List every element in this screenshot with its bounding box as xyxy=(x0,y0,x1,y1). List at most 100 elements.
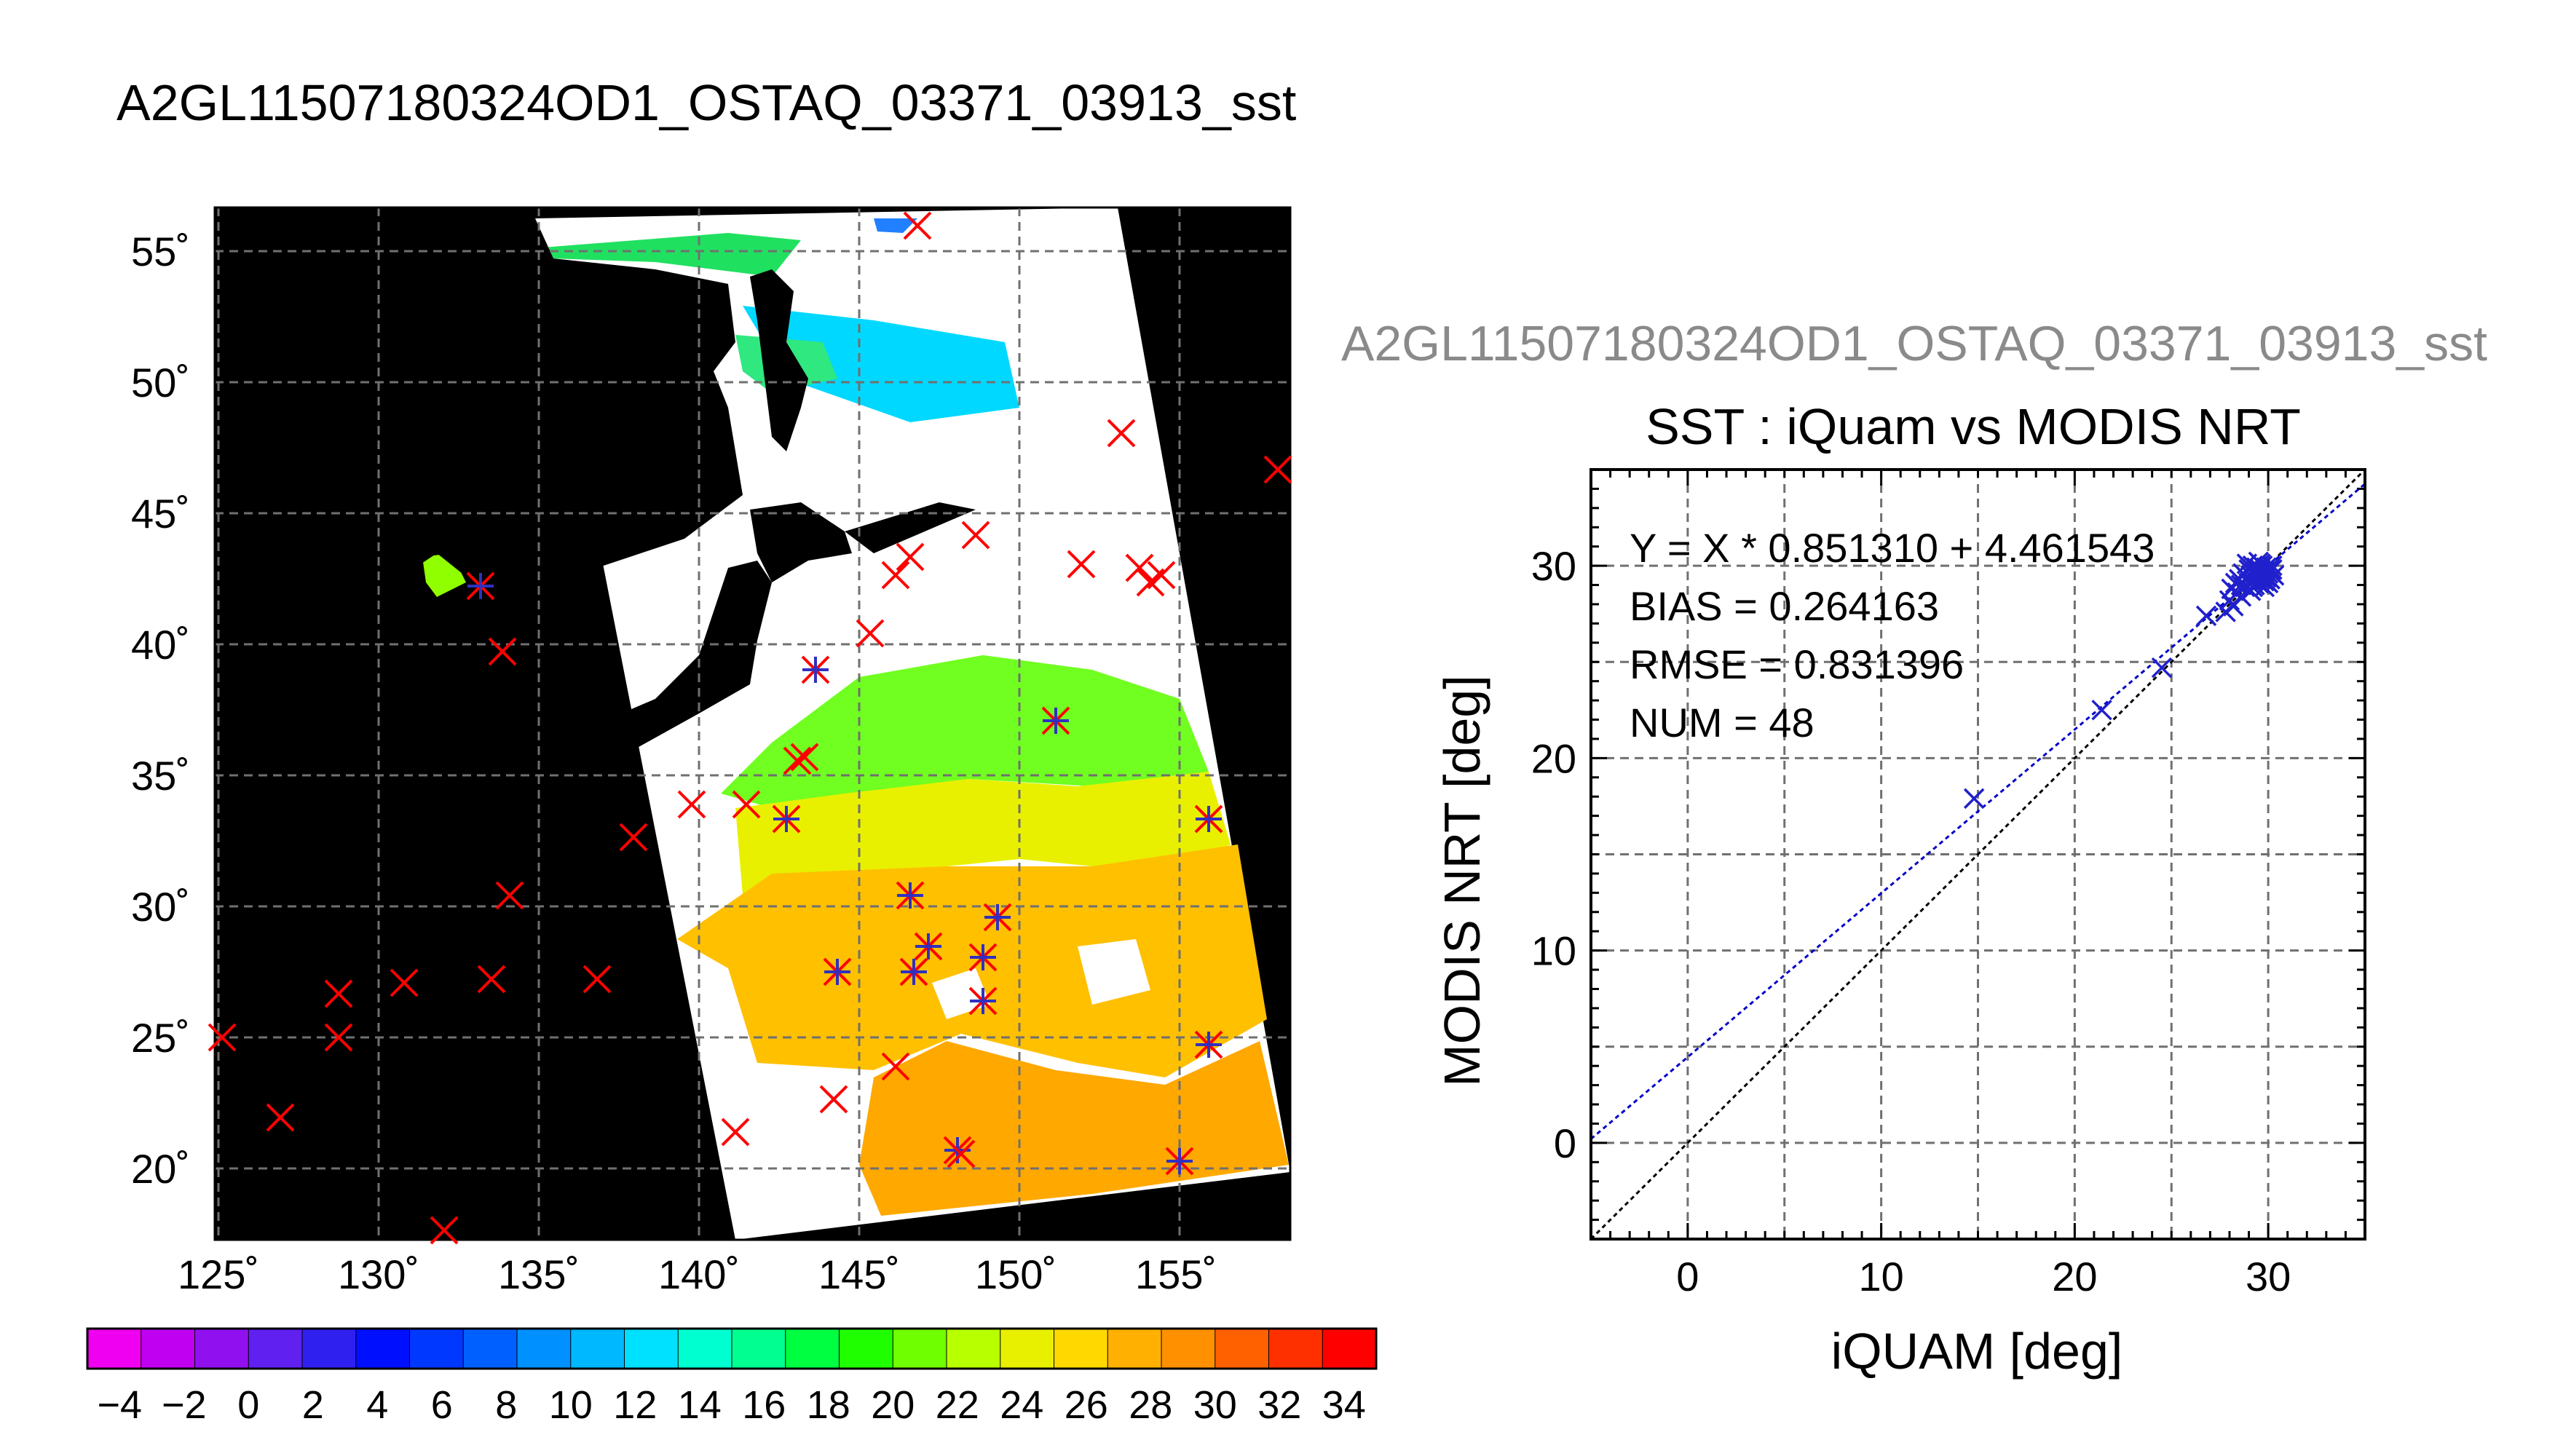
iquam-marker xyxy=(1067,550,1096,579)
colorbar-cell xyxy=(839,1328,894,1369)
annotation-bias: BIAS = 0.264163 xyxy=(1630,583,1939,629)
land-kuril-1 xyxy=(845,502,976,553)
sst-map: 55˚ 50˚ 45˚ 40˚ 35˚ 30˚ 25˚ 20˚ 125˚ 130… xyxy=(131,206,1292,1297)
colorbar-cell xyxy=(248,1328,303,1369)
iquam-marker xyxy=(488,637,517,666)
lon-label: 155˚ xyxy=(1135,1251,1217,1297)
lat-label: 20˚ xyxy=(131,1146,190,1192)
iquam-marker xyxy=(266,1103,295,1132)
iquam-marker xyxy=(896,542,925,571)
colorbar-cell xyxy=(1107,1328,1162,1369)
iquam-marker xyxy=(881,1052,910,1081)
scatter-points xyxy=(1963,551,2285,810)
sst-patch-kuroshio-ext xyxy=(721,655,1209,808)
sst-patch-orange xyxy=(677,844,1267,1077)
sst-patch-north xyxy=(542,233,801,277)
colorbar-cell xyxy=(355,1328,411,1369)
map-gridlines xyxy=(215,207,1290,1240)
lat-label: 30˚ xyxy=(131,884,190,930)
colorbar-cell xyxy=(1054,1328,1109,1369)
lat-label: 25˚ xyxy=(131,1015,190,1061)
matchup-markers xyxy=(208,211,1292,1245)
iquam-marker xyxy=(324,1023,353,1052)
iquam-marker xyxy=(819,1085,848,1114)
colorbar-label: 2 xyxy=(302,1383,324,1427)
lon-labels: 125˚ 130˚ 135˚ 140˚ 145˚ 150˚ 155˚ xyxy=(178,1251,1217,1297)
x-tick-label: 0 xyxy=(1676,1254,1699,1299)
iquam-marker xyxy=(495,881,524,910)
scatter-point xyxy=(2259,559,2281,580)
scatter-point xyxy=(2223,596,2244,617)
scatter-subtitle: A2GL11507180324OD1_OSTAQ_03371_03913_sst xyxy=(1341,316,2487,371)
y-tick-label: 20 xyxy=(1531,735,1576,781)
iquam-marker xyxy=(1107,419,1136,448)
colorbar-cell xyxy=(892,1328,947,1369)
land-honshu xyxy=(561,561,772,772)
x-tick-label: 30 xyxy=(2246,1254,2291,1299)
annotation-num: NUM = 48 xyxy=(1630,700,1814,745)
iquam-marker xyxy=(721,1117,750,1147)
x-tick-label: 20 xyxy=(2052,1254,2097,1299)
colorbar-label: −2 xyxy=(162,1383,207,1427)
iquam-marker xyxy=(783,746,812,775)
iquam-marker xyxy=(1125,553,1154,582)
scatter-point xyxy=(2195,605,2217,627)
colorbar-cell xyxy=(570,1328,625,1369)
colorbar-label: 18 xyxy=(807,1383,850,1427)
iquam-marker xyxy=(790,743,819,772)
map-frame xyxy=(213,206,1292,1241)
colorbar-cell xyxy=(1161,1328,1216,1369)
lat-label: 35˚ xyxy=(131,753,190,799)
lat-label: 55˚ xyxy=(131,229,190,274)
colorbar-label: 20 xyxy=(871,1383,915,1427)
colorbar-cell xyxy=(194,1328,250,1369)
land-hokkaido xyxy=(750,502,852,582)
colorbar-label: 32 xyxy=(1257,1383,1301,1427)
colorbar-label: 8 xyxy=(495,1383,517,1427)
colorbar-labels: −4 −2 0 2 4 6 8 10 12 14 16 18 20 22 24 26 28 30 32 34 xyxy=(97,1383,1365,1427)
colorbar-label: 16 xyxy=(742,1383,786,1427)
colorbar-cell xyxy=(1268,1328,1324,1369)
colorbar-cell xyxy=(462,1328,518,1369)
scatter-point xyxy=(1963,788,1985,810)
colorbar-label: 10 xyxy=(549,1383,593,1427)
colorbar-cell xyxy=(946,1328,1001,1369)
scatter-point xyxy=(2242,576,2264,598)
y-tick-label: 0 xyxy=(1554,1120,1576,1166)
scatter-panel: A2GL11507180324OD1_OSTAQ_03371_03913_sst… xyxy=(1341,316,2487,1380)
iquam-marker xyxy=(390,968,419,997)
iquam-marker xyxy=(430,1216,459,1245)
annotation-regression: Y = X * 0.851310 + 4.461543 xyxy=(1630,525,2155,571)
iquam-marker xyxy=(477,965,506,994)
colorbar-cell xyxy=(1322,1328,1377,1369)
scatter-point xyxy=(2230,586,2252,607)
scatter-point xyxy=(2262,559,2283,580)
iquam-marker xyxy=(961,521,990,550)
scatter-point xyxy=(2250,553,2271,574)
colorbar-cell xyxy=(677,1328,732,1369)
iquam-marker xyxy=(583,965,612,994)
colorbar-label: 34 xyxy=(1322,1383,1366,1427)
y-tick-label: 10 xyxy=(1531,928,1576,974)
iquam-marker xyxy=(903,211,932,240)
land-sakhalin xyxy=(750,269,808,451)
lon-label: 150˚ xyxy=(975,1251,1057,1297)
colorbar: −4 −2 0 2 4 6 8 10 12 14 16 18 20 22 24 26 28 30 32 34 xyxy=(86,1327,1378,1427)
figure-title: A2GL11507180324OD1_OSTAQ_03371_03913_sst xyxy=(117,74,1296,131)
colorbar-label: 0 xyxy=(237,1383,259,1427)
iquam-marker xyxy=(947,1139,976,1168)
scatter-point xyxy=(2240,580,2262,601)
iquam-marker xyxy=(677,790,706,819)
colorbar-label: 28 xyxy=(1129,1383,1172,1427)
colorbar-label: 4 xyxy=(366,1383,388,1427)
lon-label: 135˚ xyxy=(498,1251,580,1297)
colorbar-cell xyxy=(409,1328,465,1369)
lon-label: 140˚ xyxy=(658,1251,740,1297)
colorbar-label: −4 xyxy=(97,1383,142,1427)
colorbar-cells xyxy=(87,1328,1377,1369)
iquam-marker xyxy=(856,619,885,648)
sst-patch-okhotsk xyxy=(743,306,1019,422)
y-axis-label: MODIS NRT [deg] xyxy=(1434,675,1490,1086)
scatter-frame xyxy=(1590,468,2366,1241)
